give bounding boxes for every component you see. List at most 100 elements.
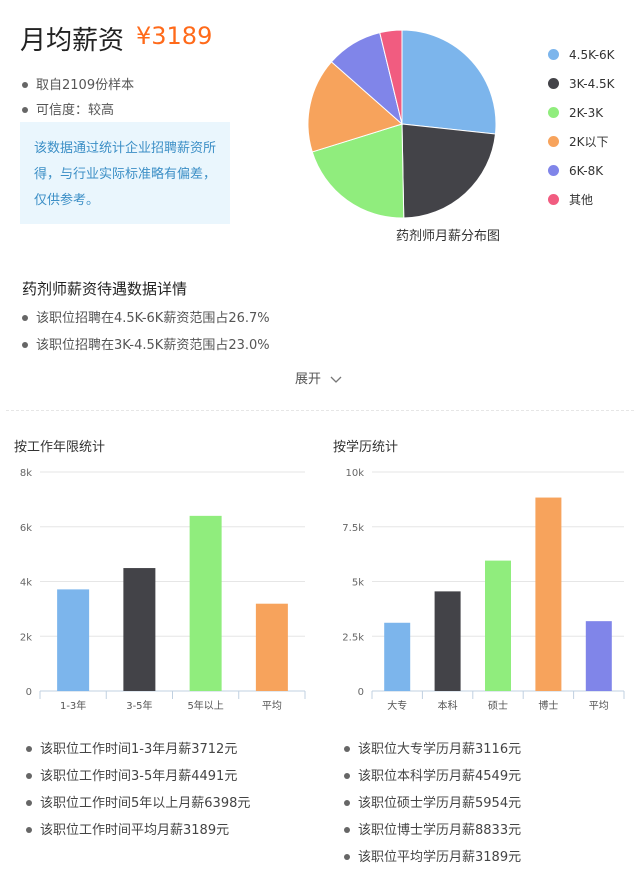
bullet-icon [26, 772, 32, 779]
bar-0[interactable] [57, 589, 90, 691]
legend-label: 其他 [569, 193, 594, 207]
pie-slice-0[interactable] [401, 29, 497, 135]
y-tick-label: 0 [26, 687, 32, 698]
legend-item[interactable]: 2K-3K [548, 98, 615, 127]
stat-text: 该职位大专学历月薪3116元 [358, 742, 522, 757]
salary-distribution-pie [307, 29, 497, 219]
detail-item: 该职位招聘在4.5K-6K薪资范围占26.7% [22, 307, 270, 326]
bullet-icon [344, 853, 350, 860]
legend-label: 6K-8K [569, 163, 604, 178]
legend-item[interactable]: 3K-4.5K [548, 69, 615, 98]
pie-legend: 4.5K-6K 3K-4.5K 2K-3K 2K以下 6K-8K 其他 [548, 40, 615, 214]
bar-3[interactable] [255, 603, 288, 691]
stat-text: 该职位工作时间3-5年月薪4491元 [40, 769, 238, 784]
legend-item[interactable]: 2K以下 [548, 127, 615, 156]
bullet-icon [26, 745, 32, 752]
bar-2[interactable] [189, 515, 222, 691]
bullet-icon [22, 81, 28, 88]
education-bar-chart: 0 2.5k 5k 7.5k 10k 大专 本科 硕士 博士 平均 [342, 468, 625, 712]
list-item: 该职位平均学历月薪3189元 [344, 846, 521, 873]
reliability-text: 可信度：较高 [36, 103, 115, 118]
y-tick-label: 10k [345, 468, 364, 479]
experience-stats: 该职位工作时间1-3年月薪3712元 该职位工作时间3-5年月薪4491元 该职… [26, 738, 250, 846]
legend-swatch [548, 78, 559, 89]
x-tick-label: 5年以上 [187, 699, 223, 712]
bullet-icon [26, 799, 32, 806]
expand-label: 展开 [295, 372, 322, 387]
reliability-info: 可信度：较高 [22, 99, 114, 118]
experience-bar-chart: 0 2k 4k 6k 8k 1-3年 3-5年 5年以上 平均 [20, 468, 306, 712]
bar-3[interactable] [535, 497, 562, 691]
x-tick-label: 3-5年 [126, 699, 152, 712]
legend-item[interactable]: 其他 [548, 185, 615, 214]
stat-text: 该职位工作时间1-3年月薪3712元 [40, 742, 238, 757]
bullet-icon [344, 826, 350, 833]
list-item: 该职位工作时间3-5年月薪4491元 [26, 765, 250, 792]
pie-slice-5[interactable] [379, 29, 403, 125]
chevron-down-icon [330, 376, 342, 383]
detail-item: 该职位招聘在3K-4.5K薪资范围占23.0% [22, 334, 270, 353]
legend-label: 4.5K-6K [569, 47, 615, 62]
stat-text: 该职位工作时间平均月薪3189元 [40, 823, 230, 838]
bar-4[interactable] [585, 621, 612, 691]
expand-button[interactable]: 展开 [295, 368, 343, 387]
average-salary: ¥3189 [136, 22, 213, 50]
stat-text: 该职位博士学历月薪8833元 [358, 823, 522, 838]
legend-swatch [548, 107, 559, 118]
x-tick-label: 本科 [438, 699, 458, 712]
list-item: 该职位本科学历月薪4549元 [344, 765, 521, 792]
bullet-icon [344, 772, 350, 779]
legend-label: 3K-4.5K [569, 76, 615, 91]
stat-text: 该职位平均学历月薪3189元 [358, 850, 522, 865]
stat-text: 该职位本科学历月薪4549元 [358, 769, 522, 784]
list-item: 该职位博士学历月薪8833元 [344, 819, 521, 846]
x-tick-label: 大专 [387, 699, 407, 712]
list-item: 该职位工作时间1-3年月薪3712元 [26, 738, 250, 765]
education-chart-title: 按学历统计 [333, 440, 399, 455]
y-tick-label: 6k [20, 523, 32, 534]
bullet-icon [344, 799, 350, 806]
legend-swatch [548, 194, 559, 205]
bullet-icon [22, 106, 28, 113]
bar-2[interactable] [485, 560, 511, 691]
stat-text: 该职位工作时间5年以上月薪6398元 [40, 796, 251, 811]
bullet-icon [22, 341, 28, 348]
bullet-icon [26, 826, 32, 833]
pie-slice-2[interactable] [311, 123, 405, 219]
bar-1[interactable] [434, 591, 461, 691]
stat-text: 该职位硕士学历月薪5954元 [358, 796, 522, 811]
legend-swatch [548, 49, 559, 60]
pie-slice-3[interactable] [307, 61, 403, 153]
y-tick-label: 5k [352, 578, 364, 589]
pie-slice-1[interactable] [401, 123, 497, 219]
legend-label: 2K-3K [569, 105, 604, 120]
detail-text: 该职位招聘在4.5K-6K薪资范围占26.7% [36, 311, 270, 326]
bar-0[interactable] [384, 622, 411, 691]
x-tick-label: 平均 [262, 700, 282, 712]
disclaimer-note: 该数据通过统计企业招聘薪资所得，与行业实际标准略有偏差，仅供参考。 [20, 122, 230, 224]
detail-text: 该职位招聘在3K-4.5K薪资范围占23.0% [36, 338, 270, 353]
list-item: 该职位硕士学历月薪5954元 [344, 792, 521, 819]
y-tick-label: 4k [20, 578, 32, 589]
legend-swatch [548, 136, 559, 147]
legend-item[interactable]: 4.5K-6K [548, 40, 615, 69]
section-divider [6, 410, 634, 411]
y-tick-label: 8k [20, 468, 32, 479]
legend-swatch [548, 165, 559, 176]
details-title: 药剂师薪资待遇数据详情 [22, 280, 188, 298]
bar-1[interactable] [123, 568, 156, 691]
bullet-icon [22, 314, 28, 321]
x-tick-label: 博士 [538, 699, 558, 712]
x-tick-label: 硕士 [488, 699, 508, 712]
sample-text: 取自2109份样本 [36, 78, 135, 93]
y-tick-label: 2k [20, 632, 32, 643]
legend-item[interactable]: 6K-8K [548, 156, 615, 185]
list-item: 该职位工作时间5年以上月薪6398元 [26, 792, 250, 819]
sample-info: 取自2109份样本 [22, 74, 134, 93]
pie-caption: 药剂师月薪分布图 [396, 229, 501, 244]
education-stats: 该职位大专学历月薪3116元 该职位本科学历月薪4549元 该职位硕士学历月薪5… [344, 738, 521, 873]
y-tick-label: 2.5k [342, 632, 364, 643]
y-tick-label: 0 [358, 687, 364, 698]
x-tick-label: 平均 [589, 700, 609, 712]
experience-chart-title: 按工作年限统计 [14, 440, 106, 455]
